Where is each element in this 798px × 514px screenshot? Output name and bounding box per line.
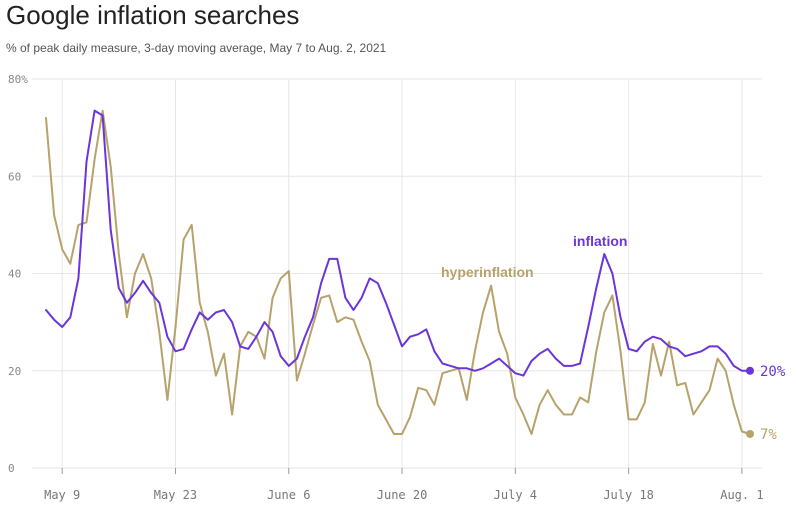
y-tick-label: 0: [8, 462, 15, 475]
x-tick-label: June 6: [267, 488, 310, 502]
chart-subtitle: % of peak daily measure, 3-day moving av…: [6, 41, 387, 55]
end-point-inflation: [746, 366, 754, 375]
y-tick-label: 20: [8, 365, 21, 378]
series-line-hyperinflation: [45, 109, 751, 435]
series-line-inflation: [45, 109, 751, 377]
chart-title: Google inflation searches: [6, 0, 300, 30]
end-label-hyperinflation: 7%: [760, 427, 777, 443]
x-tick-label: May 23: [154, 488, 197, 502]
end-point-hyperinflation: [746, 429, 754, 438]
x-tick-label: Aug. 1: [720, 488, 763, 502]
series-label-inflation: inflation: [573, 233, 627, 249]
y-tick-label: 60: [8, 170, 21, 183]
x-tick-label: June 20: [377, 488, 428, 502]
x-tick-label: July 4: [494, 488, 537, 502]
x-tick-label: July 18: [603, 488, 654, 502]
y-tick-label: 40: [8, 268, 21, 281]
y-tick-label: 80%: [8, 73, 28, 86]
end-label-inflation: 20%: [760, 364, 786, 380]
x-tick-label: May 9: [44, 488, 80, 502]
series-label-hyperinflation: hyperinflation: [441, 264, 534, 280]
